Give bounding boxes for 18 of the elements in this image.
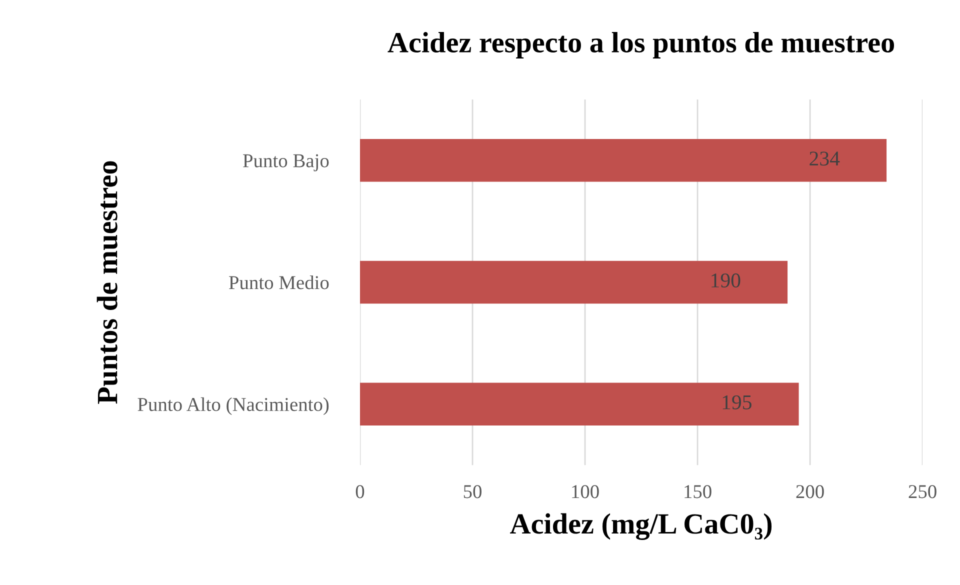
bar <box>360 139 887 182</box>
chart-title: Acidez respecto a los puntos de muestreo <box>388 32 894 58</box>
data-label: 195 <box>722 395 752 410</box>
x-tick-label: 0 <box>356 485 364 498</box>
y-tick-label: Punto Bajo <box>243 154 329 172</box>
x-tick-label: 200 <box>796 485 824 498</box>
x-tick-label: 100 <box>572 485 599 498</box>
x-tick-label: 250 <box>908 485 936 498</box>
data-label: 234 <box>810 152 840 166</box>
y-axis-title: Puntos de muestreo <box>96 161 118 404</box>
x-tick-label: 150 <box>684 485 712 498</box>
data-label: 190 <box>712 273 740 288</box>
bar <box>360 382 799 426</box>
bar <box>360 260 788 304</box>
y-tick-label: Punto Medio <box>228 276 329 290</box>
y-tick-label: Punto Alto (Nacimiento) <box>138 397 329 416</box>
x-axis-title: Acidez (mg/L CaC0₃) <box>510 513 772 540</box>
x-tick-label: 50 <box>464 485 482 498</box>
